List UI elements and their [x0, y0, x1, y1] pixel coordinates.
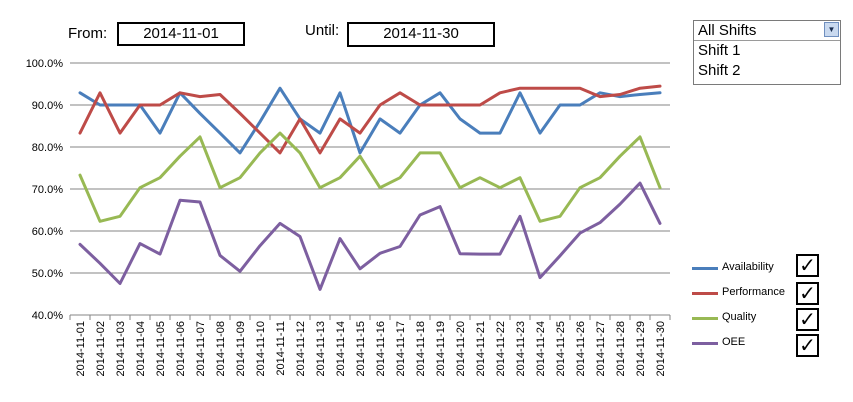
until-date-input[interactable]: 2014-11-30 [347, 22, 495, 47]
shift-option-2[interactable]: Shift 2 [698, 62, 741, 79]
x-tick-label: 2014-11-12 [295, 321, 307, 376]
y-tick-label: 70.0% [32, 184, 63, 196]
legend-label-performance: Performance [722, 286, 785, 298]
series-line-quality [78, 131, 662, 223]
dropdown-arrow-icon[interactable]: ▼ [824, 22, 839, 37]
legend-label-quality: Quality [722, 311, 757, 323]
oee-checkbox[interactable]: ✓ [796, 334, 819, 357]
shift-selector: All Shifts ▼ Shift 1 Shift 2 [693, 20, 841, 85]
y-tick-label: 100.0% [26, 58, 64, 70]
x-tick-label: 2014-11-08 [215, 321, 227, 376]
legend-swatch-performance [692, 292, 718, 295]
x-tick-label: 2014-11-19 [435, 321, 447, 376]
legend-swatch-quality [692, 317, 718, 320]
x-tick-label: 2014-11-09 [235, 321, 247, 376]
series-line-performance [78, 84, 662, 155]
x-tick-label: 2014-11-11 [275, 321, 287, 376]
y-tick-label: 40.0% [32, 310, 63, 322]
legend-swatch-oee [692, 342, 718, 345]
x-tick-label: 2014-11-30 [655, 321, 667, 376]
x-tick-label: 2014-11-28 [615, 321, 627, 376]
x-tick-label: 2014-11-04 [135, 321, 147, 376]
x-tick-label: 2014-11-20 [455, 321, 467, 376]
y-tick-label: 90.0% [32, 100, 63, 112]
shift-option-1[interactable]: Shift 1 [698, 42, 741, 59]
x-tick-label: 2014-11-26 [575, 321, 587, 376]
x-tick-label: 2014-11-13 [315, 321, 327, 376]
x-tick-label: 2014-11-29 [635, 321, 647, 376]
legend-swatch-availability [692, 267, 718, 270]
x-tick-label: 2014-11-21 [475, 321, 487, 376]
x-tick-label: 2014-11-10 [255, 321, 267, 376]
x-tick-label: 2014-11-24 [535, 321, 547, 376]
until-label: Until: [305, 22, 340, 39]
quality-checkbox[interactable]: ✓ [796, 308, 819, 331]
x-tick-label: 2014-11-16 [375, 321, 387, 376]
x-tick-label: 2014-11-02 [95, 321, 107, 376]
performance-checkbox[interactable]: ✓ [796, 282, 819, 305]
x-tick-label: 2014-11-17 [395, 321, 407, 376]
y-tick-label: 60.0% [32, 226, 63, 238]
x-tick-label: 2014-11-27 [595, 321, 607, 376]
shift-selected-label: All Shifts [698, 22, 757, 39]
x-tick-label: 2014-11-25 [555, 321, 567, 376]
series-line-availability [78, 86, 662, 155]
from-label: From: [68, 25, 108, 42]
y-tick-label: 50.0% [32, 268, 63, 280]
y-tick-label: 80.0% [32, 142, 63, 154]
x-tick-label: 2014-11-07 [195, 321, 207, 376]
x-tick-label: 2014-11-14 [335, 321, 347, 376]
oee-line-chart: 40.0% 50.0% 60.0% 70.0% 80.0% 90.0% 100.0% 2014… [26, 58, 671, 376]
availability-checkbox[interactable]: ✓ [796, 254, 819, 277]
shift-selected[interactable]: All Shifts ▼ [694, 21, 840, 41]
legend-label-oee: OEE [722, 336, 746, 348]
x-tick-label: 2014-11-01 [75, 321, 87, 376]
x-tick-label: 2014-11-23 [515, 321, 527, 376]
x-tick-label: 2014-11-18 [415, 321, 427, 376]
x-tick-label: 2014-11-22 [495, 321, 507, 376]
x-tick-label: 2014-11-15 [355, 321, 367, 376]
x-tick-label: 2014-11-06 [175, 321, 187, 376]
from-date-input[interactable]: 2014-11-01 [117, 22, 245, 46]
legend-label-availability: Availability [722, 261, 774, 273]
x-tick-label: 2014-11-03 [115, 321, 127, 376]
x-tick-label: 2014-11-05 [155, 321, 167, 376]
series-line-oee [78, 181, 662, 291]
